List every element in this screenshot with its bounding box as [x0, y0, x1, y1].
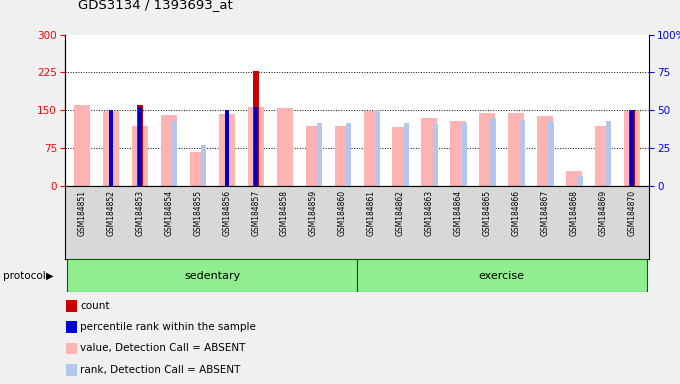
- Bar: [317, 122, 322, 186]
- Bar: [161, 116, 177, 186]
- Bar: [629, 111, 635, 186]
- Text: GSM184867: GSM184867: [541, 190, 549, 236]
- Text: sedentary: sedentary: [184, 270, 240, 281]
- Bar: [607, 121, 611, 186]
- Bar: [595, 126, 611, 186]
- Text: GSM184858: GSM184858: [280, 190, 289, 236]
- Bar: [103, 111, 119, 186]
- Bar: [67, 300, 77, 312]
- Bar: [335, 126, 350, 186]
- Bar: [219, 114, 235, 186]
- Bar: [172, 121, 177, 186]
- Text: GSM184865: GSM184865: [483, 190, 492, 236]
- Bar: [67, 259, 357, 292]
- Text: percentile rank within the sample: percentile rank within the sample: [80, 322, 256, 333]
- Bar: [577, 175, 583, 186]
- Bar: [345, 122, 351, 186]
- Text: value, Detection Call = ABSENT: value, Detection Call = ABSENT: [80, 343, 245, 354]
- Text: GSM184866: GSM184866: [512, 190, 521, 236]
- Bar: [109, 111, 113, 186]
- Bar: [254, 108, 258, 186]
- Text: GSM184862: GSM184862: [396, 190, 405, 236]
- Text: GDS3134 / 1393693_at: GDS3134 / 1393693_at: [78, 0, 233, 12]
- Text: GSM184854: GSM184854: [165, 190, 173, 236]
- Text: GSM184859: GSM184859: [309, 190, 318, 236]
- Text: GSM184869: GSM184869: [598, 190, 607, 236]
- Text: GSM184857: GSM184857: [251, 190, 260, 236]
- Text: GSM184861: GSM184861: [367, 190, 376, 236]
- Bar: [67, 321, 77, 333]
- Bar: [508, 113, 524, 186]
- Text: rank, Detection Call = ABSENT: rank, Detection Call = ABSENT: [80, 364, 241, 375]
- Text: count: count: [80, 301, 110, 311]
- Text: GSM184860: GSM184860: [338, 190, 347, 236]
- Text: GSM184864: GSM184864: [454, 190, 463, 236]
- Text: GSM184870: GSM184870: [628, 190, 636, 236]
- Bar: [201, 145, 206, 186]
- Text: exercise: exercise: [479, 270, 525, 281]
- Bar: [404, 122, 409, 186]
- Bar: [624, 111, 640, 186]
- Bar: [67, 364, 77, 376]
- Bar: [548, 121, 554, 186]
- Bar: [479, 113, 495, 186]
- Bar: [566, 171, 582, 186]
- Bar: [630, 111, 634, 186]
- Text: protocol: protocol: [3, 270, 46, 281]
- Bar: [74, 105, 90, 186]
- Bar: [277, 108, 292, 186]
- Bar: [422, 118, 437, 186]
- Bar: [224, 111, 229, 186]
- Bar: [253, 71, 258, 186]
- Bar: [67, 343, 77, 354]
- Bar: [132, 126, 148, 186]
- Text: GSM184868: GSM184868: [570, 190, 579, 236]
- Bar: [392, 127, 409, 186]
- Text: GSM184853: GSM184853: [135, 190, 144, 236]
- Bar: [520, 119, 525, 186]
- Bar: [305, 126, 322, 186]
- Bar: [537, 116, 553, 186]
- Bar: [450, 121, 466, 186]
- Text: GSM184851: GSM184851: [78, 190, 86, 236]
- Bar: [462, 122, 466, 186]
- Text: GSM184852: GSM184852: [107, 190, 116, 236]
- Bar: [375, 111, 380, 186]
- Text: GSM184863: GSM184863: [425, 190, 434, 236]
- Bar: [248, 107, 264, 186]
- Bar: [357, 259, 647, 292]
- Text: GSM184855: GSM184855: [193, 190, 202, 236]
- Text: GSM184856: GSM184856: [222, 190, 231, 236]
- Bar: [137, 105, 143, 186]
- Text: ▶: ▶: [46, 270, 54, 281]
- Bar: [432, 122, 438, 186]
- Bar: [490, 118, 496, 186]
- Bar: [364, 111, 379, 186]
- Bar: [190, 152, 206, 186]
- Bar: [137, 108, 142, 186]
